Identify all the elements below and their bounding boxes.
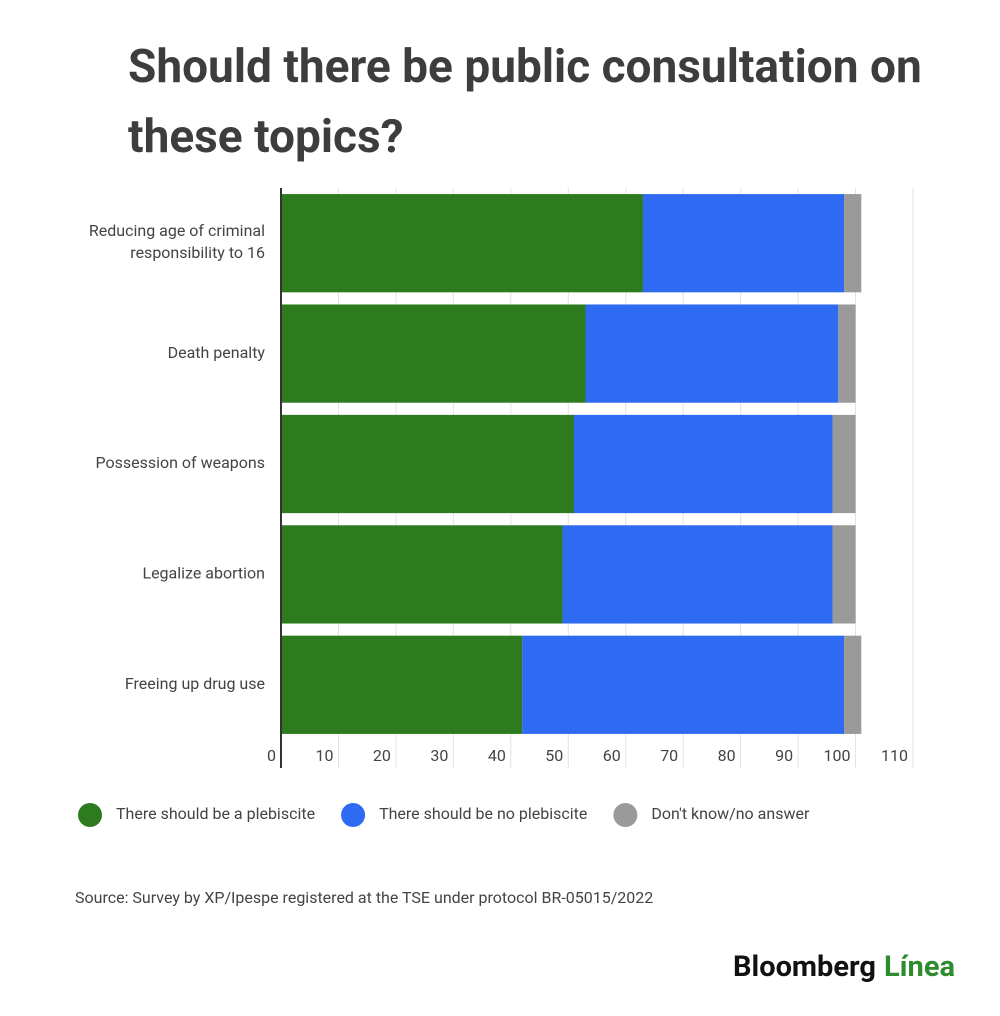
legend-marker [613,803,638,827]
y-tick-label: Reducing age of criminal responsibility t… [89,221,265,262]
bar-segment [844,194,862,293]
bar-segment [281,414,575,514]
bar-segment [832,525,856,624]
x-tick-label: 50 [545,746,563,765]
y-tick-label: Possession of weapons [95,453,265,472]
source: Source: Survey by XP/Ipespe registered a… [75,888,653,907]
legend-marker [78,803,102,827]
x-tick-label: 60 [603,746,621,765]
y-tick-label: Death penalty [168,343,266,362]
x-tick-label: 110 [881,746,908,765]
legend-label: There should be a plebiscite [116,804,315,823]
bar-segment [562,525,833,624]
x-tick-label: 20 [373,746,391,765]
bar-segment [832,414,856,514]
x-tick-label: 10 [315,746,333,765]
bar-segment [522,635,845,734]
legend-label: Don't know/no answer [651,804,810,823]
legend-label: There should be no plebiscite [379,804,587,823]
x-tick-label: 90 [775,746,793,765]
bar-segment [585,304,839,403]
bar-segment [844,635,862,734]
x-tick-label: 0 [267,746,276,765]
x-tick-label: 30 [430,746,448,765]
legend-marker [341,803,366,827]
brand-suffix: Línea [884,950,955,984]
y-tick-label: Legalize abortion [142,564,265,583]
brand-name: Bloomberg [733,950,876,984]
bar-segment [281,194,643,293]
bar-segment [281,525,563,624]
bar-segment [642,194,845,293]
brand: Bloomberg Línea [733,950,955,984]
y-tick-label: Freeing up drug use [125,674,265,693]
bar-segment [281,635,523,734]
x-tick-label: 70 [660,746,678,765]
x-tick-label: 100 [824,746,851,765]
bar-segment [838,304,856,403]
chart-title: Should there be public consultation on th… [128,40,922,164]
bar-segment [281,304,586,403]
bar-segment [574,414,833,514]
x-tick-label: 80 [718,746,736,765]
x-tick-label: 40 [488,746,506,765]
